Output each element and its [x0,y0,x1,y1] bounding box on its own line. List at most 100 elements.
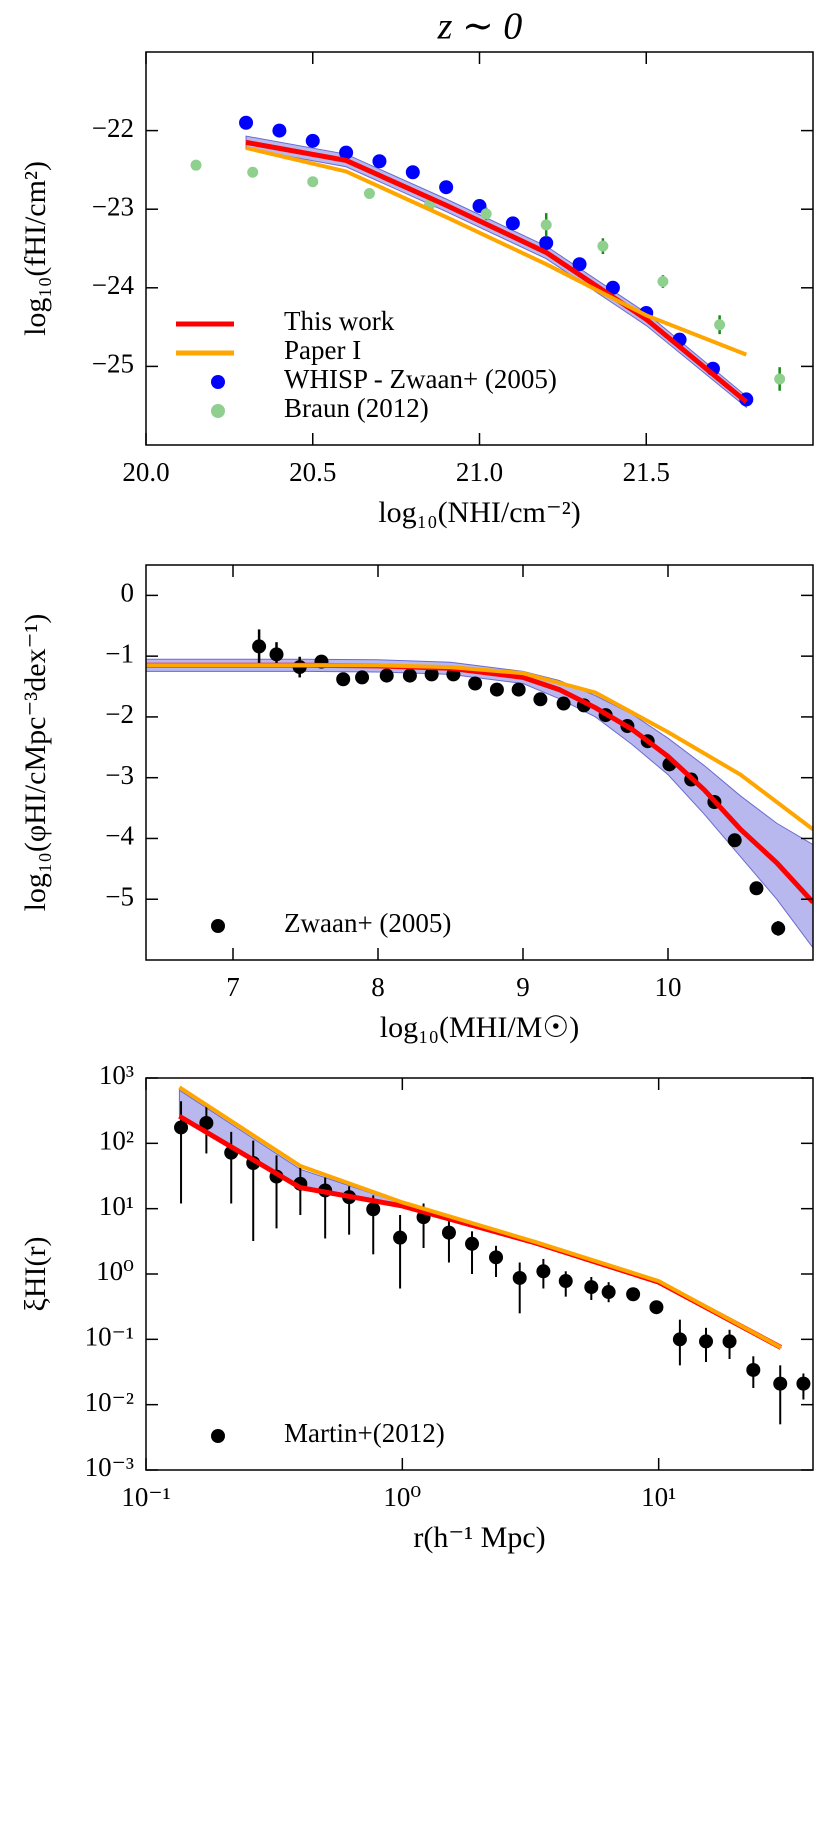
y-tick-label: −2 [105,699,134,729]
model-line [245,145,748,357]
x-tick-label: 20.5 [289,457,336,487]
data-point [247,166,259,178]
x-tick-label: 21.0 [456,457,503,487]
data-point [272,123,287,138]
x-tick-label: 10⁰ [383,1482,421,1512]
y-tick-label: 10¹ [99,1191,134,1221]
y-tick-label: −4 [105,821,134,851]
plot-area [146,629,813,949]
plot-area [174,1085,811,1425]
y-tick-label: 0 [121,578,135,608]
data-point [597,240,609,252]
y-tick-label: 10⁻¹ [85,1322,134,1352]
data-point [355,670,370,685]
data-point [239,115,254,130]
figure-title: z ∼ 0 [437,6,523,48]
data-point [601,1285,616,1300]
data-point [556,696,571,711]
data-point [489,1250,504,1265]
x-axis-label: r(h⁻¹ Mpc) [413,1521,545,1554]
data-point [269,647,284,662]
legend-label: Braun (2012) [284,393,429,423]
legend-label: WHISP - Zwaan+ (2005) [284,364,557,394]
data-point [339,145,354,160]
x-tick-label: 9 [516,972,530,1002]
model-line [146,663,813,831]
legend-swatch [211,404,225,418]
y-tick-label: 10⁻³ [85,1452,134,1482]
data-point [199,1115,214,1130]
x-tick-label: 8 [371,972,385,1002]
data-point [626,1287,641,1302]
data-point [773,1376,788,1391]
data-point [366,1202,381,1217]
data-point [424,667,439,682]
legend-swatch [211,919,225,933]
y-tick-label: −23 [92,191,134,221]
uncertainty-band [245,135,747,409]
data-point [533,692,548,707]
x-axis-label: log₁₀(MHI/M☉) [380,1011,579,1044]
data-point [511,682,526,697]
data-point [305,133,320,148]
data-point [722,1334,737,1349]
model-line [178,1085,782,1350]
y-tick-label: 10³ [99,1060,134,1090]
y-tick-label: −25 [92,349,134,379]
data-point [796,1376,811,1391]
legend-label: Paper I [284,335,361,365]
x-tick-label: 20.0 [122,457,169,487]
data-point [505,216,520,231]
data-point [558,1274,573,1289]
data-point [771,921,786,936]
legend-swatch [211,1429,225,1443]
x-tick-label: 21.5 [623,457,670,487]
y-tick-label: −24 [92,270,135,300]
data-point [774,373,786,385]
data-point [465,1236,480,1251]
legend-label: This work [284,306,395,336]
y-tick-label: −22 [92,113,134,143]
data-point [252,639,267,654]
data-point [657,276,669,288]
x-tick-label: 10 [655,972,682,1002]
data-point [572,257,587,272]
x-tick-label: 7 [226,972,240,1002]
data-point [393,1230,408,1245]
legend-label: Zwaan+ (2005) [284,908,451,938]
data-point [190,159,202,171]
data-point [405,165,420,180]
y-tick-label: 10² [99,1126,134,1156]
data-point [480,208,492,220]
data-point [539,235,554,250]
y-axis-label: log₁₀(fHI/cm²) [19,161,52,336]
y-tick-label: 10⁰ [96,1256,134,1286]
data-point [714,319,726,331]
legend-swatch [211,375,225,389]
data-point [307,176,319,188]
data-point [727,833,742,848]
data-point [605,280,620,295]
data-point [540,219,552,231]
uncertainty-band [178,1089,782,1349]
y-tick-label: 10⁻² [85,1387,134,1417]
data-point [402,668,417,683]
data-point [536,1264,551,1279]
axes-frame [145,564,814,961]
data-point [746,1362,761,1377]
model-line [245,139,748,404]
x-tick-label: 10¹ [641,1482,676,1512]
data-point [489,682,504,697]
legend-label: Martin+(2012) [284,1418,445,1448]
data-point [363,187,375,199]
data-point [672,1332,687,1347]
data-point [649,1300,664,1315]
x-axis-label: log₁₀(NHI/cm⁻²) [378,496,580,529]
data-point [372,154,387,169]
plot-area [190,115,786,409]
data-point [174,1120,189,1135]
data-point [379,668,394,683]
data-point [512,1270,527,1285]
y-axis-label: ξHI(r) [19,1237,52,1312]
